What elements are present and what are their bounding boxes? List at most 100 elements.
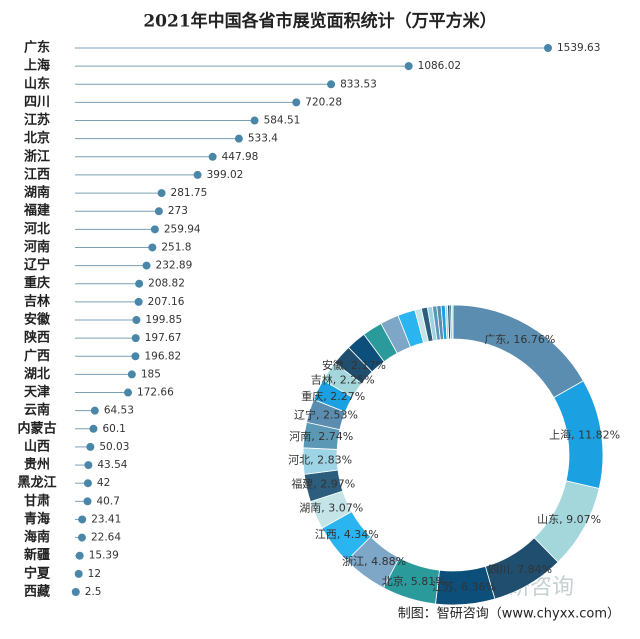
value-label: 273: [168, 205, 188, 217]
category-label: 内蒙古: [17, 420, 56, 436]
category-label: 海南: [24, 529, 50, 545]
dot: [193, 170, 202, 179]
data-label: 江西, 4.34%: [315, 528, 379, 541]
dot: [544, 44, 552, 52]
data-label: 北京, 5.81%: [382, 574, 446, 588]
value-label: 251.8: [161, 241, 191, 253]
value-label: 207.16: [148, 296, 185, 308]
dot: [84, 461, 93, 470]
category-label: 黑龙江: [17, 475, 56, 491]
category-label: 福建: [23, 203, 50, 219]
value-label: 2.5: [85, 586, 102, 598]
data-label: 吉林, 2.25%: [311, 373, 375, 387]
value-label: 15.39: [89, 550, 119, 562]
dot: [131, 334, 140, 343]
data-label: 江苏, 6.36%: [432, 581, 496, 594]
value-label: 584.51: [264, 115, 301, 127]
category-label: 甘肃: [24, 493, 50, 509]
value-label: 40.7: [97, 495, 120, 507]
value-label: 199.85: [145, 314, 182, 326]
value-label: 447.98: [222, 151, 259, 163]
category-label: 天津: [24, 384, 50, 400]
dot: [89, 424, 98, 433]
dot: [157, 189, 166, 198]
source: 制图：智研咨询（www.chyxx.com）: [398, 607, 620, 622]
data-label: 安徽, 2.17%: [322, 358, 386, 372]
category-label: 湖南: [24, 185, 50, 201]
category-label: 宁夏: [24, 565, 51, 581]
value-label: 232.89: [156, 260, 193, 272]
dot: [86, 442, 95, 451]
dot: [83, 497, 92, 506]
value-label: 399.02: [207, 169, 244, 181]
dot: [77, 533, 86, 542]
value-label: 64.53: [104, 405, 134, 417]
value-label: 196.82: [144, 350, 181, 362]
value-label: 208.82: [148, 278, 185, 290]
donut-slice: [452, 304, 584, 399]
dot: [134, 297, 143, 306]
category-label: 浙江: [24, 148, 50, 164]
value-label: 1539.63: [557, 42, 600, 54]
value-label: 281.75: [171, 187, 208, 199]
value-label: 22.64: [91, 532, 121, 544]
category-label: 云南: [24, 402, 50, 418]
dot: [135, 279, 144, 288]
data-label: 辽宁, 2.53%: [294, 408, 358, 422]
data-label: 浙江, 4.88%: [342, 555, 406, 568]
data-label: 福建, 2.97%: [291, 476, 355, 490]
data-label: 河北, 2.83%: [288, 453, 352, 466]
dot: [124, 388, 133, 397]
category-label: 上海: [24, 58, 50, 74]
data-label: 山东, 9.07%: [537, 513, 601, 526]
category-label: 江西: [24, 166, 50, 182]
category-label: 河北: [24, 221, 50, 237]
value-label: 172.66: [137, 387, 174, 399]
data-label: 广东, 16.76%: [484, 333, 555, 346]
category-label: 湖北: [24, 367, 50, 382]
dot: [234, 134, 243, 143]
category-label: 江苏: [24, 112, 50, 128]
dot: [131, 352, 140, 361]
category-label: 新疆: [24, 547, 50, 563]
dot: [83, 479, 92, 488]
dot: [127, 370, 136, 379]
category-label: 北京: [24, 130, 50, 146]
value-label: 43.54: [97, 459, 127, 471]
category-label: 吉林: [24, 293, 50, 309]
dot: [292, 98, 301, 107]
chart-title: 2021年中国各省市展览面积统计（万平方米）: [143, 11, 496, 32]
dot: [132, 316, 141, 324]
dot: [75, 551, 84, 560]
category-label: 青海: [24, 511, 50, 527]
value-label: 259.94: [164, 223, 201, 235]
dot: [404, 62, 413, 71]
category-label: 贵州: [24, 457, 50, 473]
dot: [154, 207, 163, 216]
data-label: 上海, 11.82%: [549, 428, 620, 442]
dot: [78, 515, 87, 524]
value-label: 720.28: [305, 96, 342, 108]
category-label: 辽宁: [24, 257, 50, 273]
dot: [74, 569, 83, 578]
category-label: 安徽: [24, 312, 51, 328]
dot: [71, 588, 80, 596]
value-label: 833.53: [340, 78, 377, 90]
dot: [327, 80, 336, 89]
category-label: 山西: [24, 438, 50, 454]
category-label: 河南: [24, 239, 50, 255]
data-label: 重庆, 2.27%: [301, 389, 365, 403]
dot: [208, 152, 217, 161]
category-label: 陕西: [24, 330, 50, 346]
category-label: 广西: [24, 348, 50, 364]
category-label: 广东: [24, 40, 50, 56]
data-label: 四川, 7.84%: [488, 563, 552, 576]
dot: [90, 406, 99, 415]
value-label: 12: [88, 568, 101, 580]
dot: [142, 261, 151, 270]
dot: [148, 243, 157, 252]
dot: [150, 225, 159, 234]
value-label: 533.4: [248, 133, 278, 145]
value-label: 50.03: [99, 441, 129, 453]
